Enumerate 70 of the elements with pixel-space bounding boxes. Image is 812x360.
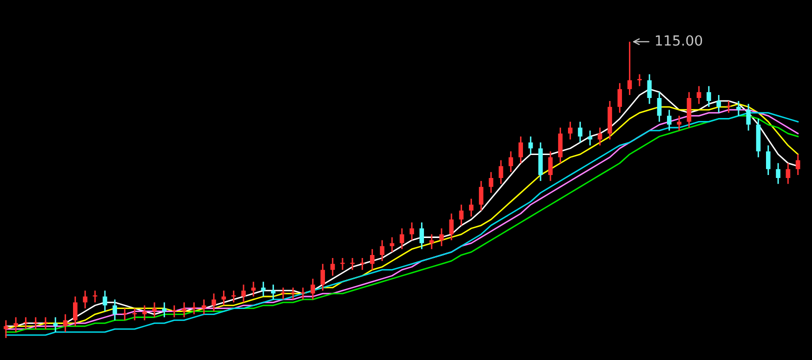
candlestick xyxy=(251,280,256,298)
candlestick xyxy=(152,302,157,318)
candlestick xyxy=(14,316,18,333)
candlestick xyxy=(202,298,206,315)
candlestick xyxy=(380,240,384,262)
candlestick xyxy=(706,85,712,108)
candlestick xyxy=(488,171,494,194)
candlestick xyxy=(578,121,582,144)
candlestick xyxy=(528,136,533,155)
candlestick xyxy=(340,257,345,271)
candlestick xyxy=(271,284,276,300)
candlestick xyxy=(647,74,652,105)
candlestick xyxy=(82,290,88,310)
candlestick xyxy=(142,304,147,321)
candlestick xyxy=(568,121,572,140)
candlestick xyxy=(132,308,137,321)
candlestick xyxy=(112,298,118,321)
candlestick xyxy=(73,296,78,327)
candlestick xyxy=(53,316,58,333)
candlestick xyxy=(657,91,662,122)
candlestick xyxy=(222,290,226,306)
candlestick xyxy=(686,91,692,128)
candlestick xyxy=(350,257,355,271)
candlestick xyxy=(598,126,602,146)
candlestick xyxy=(390,236,394,253)
candlestick xyxy=(776,162,780,185)
candlestick xyxy=(676,115,682,132)
candlestick xyxy=(162,302,167,318)
candlestick xyxy=(4,320,8,339)
candlestick xyxy=(667,109,672,132)
candlestick xyxy=(696,85,702,105)
candlestick xyxy=(400,228,404,250)
candlestick xyxy=(449,212,454,241)
candlestick xyxy=(766,144,770,176)
candlestick xyxy=(716,94,721,114)
candlestick xyxy=(63,314,68,333)
candlestick xyxy=(498,160,504,185)
candlestick xyxy=(360,257,365,271)
annotation: 115.00 xyxy=(656,35,702,46)
candlestick xyxy=(548,150,553,182)
candlestick xyxy=(410,222,414,241)
candlestick xyxy=(261,280,266,298)
candlestick xyxy=(478,180,484,212)
candlestick xyxy=(736,100,741,116)
candlestick xyxy=(320,263,325,292)
candlestick xyxy=(726,100,731,114)
candlestick xyxy=(182,302,186,318)
candlestick xyxy=(439,228,444,247)
candlestick xyxy=(618,82,622,114)
candlestick xyxy=(469,198,474,218)
candlestick xyxy=(459,204,464,226)
candlestick xyxy=(241,284,246,304)
candlestick xyxy=(102,290,108,312)
candlestick xyxy=(627,41,632,96)
candlestick xyxy=(746,103,751,132)
candlestick xyxy=(330,257,335,276)
candlestick xyxy=(310,278,316,300)
candlestick xyxy=(508,150,514,173)
candlestick xyxy=(518,136,523,164)
candlestick xyxy=(429,234,434,250)
candlestick xyxy=(588,130,592,146)
candlestick xyxy=(420,222,424,250)
candlestick xyxy=(212,292,216,312)
candlestick xyxy=(786,162,790,185)
candlestick xyxy=(796,154,800,176)
candlestick xyxy=(122,308,127,321)
candlestick xyxy=(172,304,176,318)
candlestick xyxy=(192,302,196,315)
candlestick xyxy=(558,126,563,164)
candlestick xyxy=(370,248,374,271)
